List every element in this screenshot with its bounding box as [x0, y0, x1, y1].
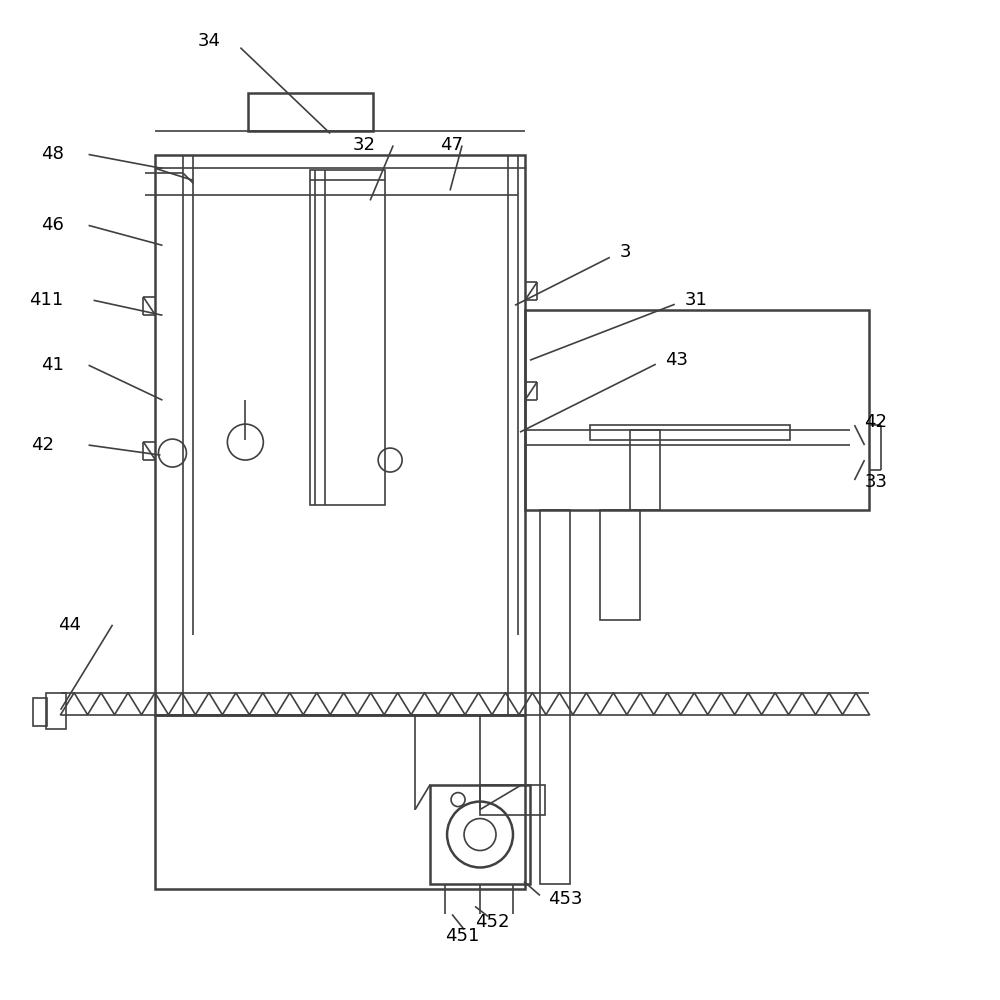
Bar: [590, 425, 790, 440]
Bar: [155, 155, 525, 715]
Bar: [630, 430, 660, 510]
Text: 46: 46: [41, 216, 64, 234]
Text: 3: 3: [620, 243, 631, 261]
Bar: [310, 170, 385, 505]
Text: 453: 453: [548, 890, 582, 908]
Text: 41: 41: [41, 356, 64, 374]
Text: 42: 42: [864, 413, 887, 431]
Bar: [33, 698, 47, 726]
Bar: [600, 510, 640, 620]
Text: 452: 452: [475, 913, 510, 931]
Text: 33: 33: [864, 473, 887, 491]
Bar: [540, 510, 570, 884]
Text: 43: 43: [665, 351, 688, 369]
Text: 34: 34: [197, 32, 220, 50]
Text: 48: 48: [41, 145, 64, 163]
Text: 31: 31: [685, 291, 708, 309]
Text: 451: 451: [445, 927, 479, 945]
Text: 411: 411: [29, 291, 63, 309]
Text: 42: 42: [31, 436, 54, 454]
Text: 32: 32: [352, 136, 375, 154]
Text: 44: 44: [58, 616, 81, 634]
Bar: [480, 785, 545, 815]
Bar: [46, 693, 66, 729]
Bar: [155, 715, 525, 889]
Bar: [248, 93, 373, 131]
Text: 47: 47: [440, 136, 463, 154]
Bar: [525, 310, 869, 510]
Bar: [430, 785, 530, 884]
